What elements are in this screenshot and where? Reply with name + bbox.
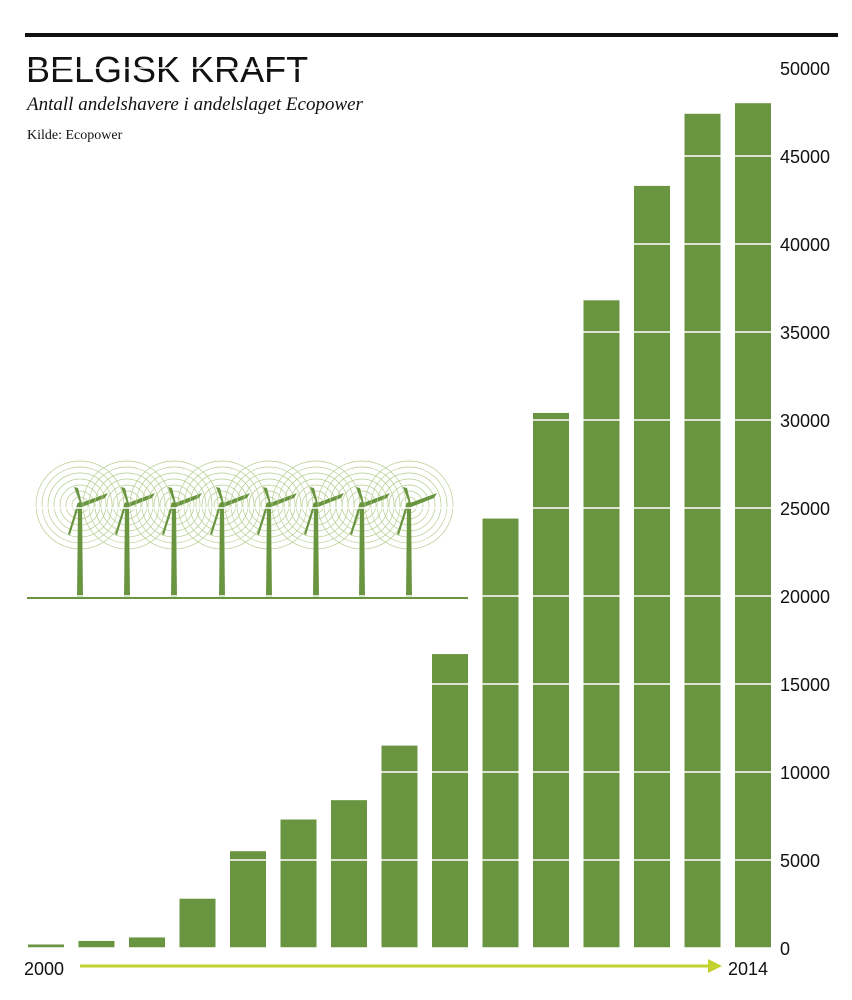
y-tick-label: 5000 [780,851,820,871]
x-tick-label: 2014 [728,959,768,979]
y-tick-label: 15000 [780,675,830,695]
y-tick-label: 20000 [780,587,830,607]
bar [129,937,165,948]
y-tick-label: 25000 [780,499,830,519]
bar [381,745,418,948]
y-tick-label: 45000 [780,147,830,167]
bar [533,412,569,949]
source: Kilde: Ecopower [27,128,123,143]
bar [482,518,519,948]
chart-subtitle: Antall andelshavere i andelslaget Ecopow… [25,94,364,115]
y-tick-label: 0 [780,939,790,959]
bar [78,940,115,948]
turbines [27,460,468,599]
y-tick-label: 30000 [780,411,830,431]
y-tick-label: 10000 [780,763,830,783]
bar [634,185,670,949]
bar [331,800,367,948]
bar [28,944,64,948]
bar [179,898,216,948]
y-tick-label: 50000 [780,59,830,79]
bar [230,851,266,948]
bar [684,113,721,948]
x-tick-label: 2000 [24,959,64,979]
y-tick-label: 40000 [780,235,830,255]
bar [735,103,771,948]
top-rule [25,33,838,37]
bar [280,819,317,948]
y-tick-label: 35000 [780,323,830,343]
chart-title: BELGISK KRAFT [26,49,308,90]
bar [432,654,468,948]
time-arrow [80,959,722,973]
bar [583,300,620,948]
